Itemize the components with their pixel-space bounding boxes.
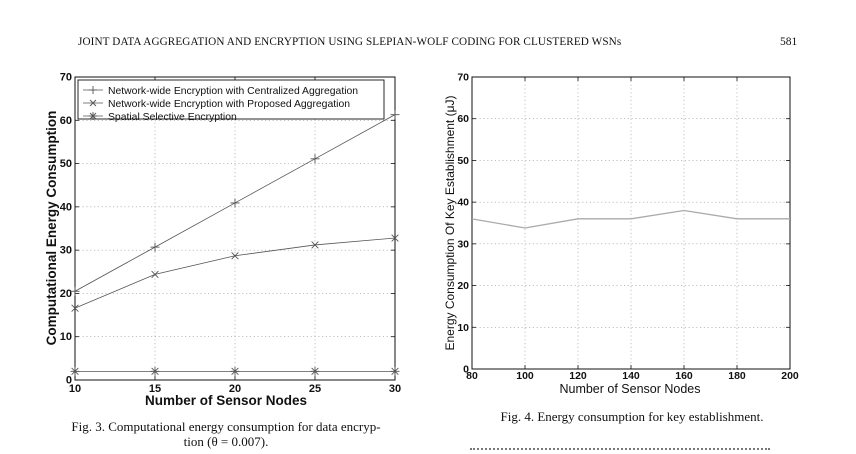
data-point-series-3 bbox=[150, 366, 160, 376]
x-tick-label: 25 bbox=[309, 383, 321, 395]
y-tick-label: 50 bbox=[457, 155, 469, 167]
y-axis-label: Computational Energy Consumption bbox=[44, 111, 59, 346]
y-tick-label: 70 bbox=[60, 72, 72, 84]
x-tick-label: 180 bbox=[728, 370, 746, 382]
y-tick-label: 70 bbox=[457, 72, 469, 84]
caption-line-1: Fig. 3. Computational energy consumption… bbox=[71, 419, 381, 434]
data-point-series-1 bbox=[70, 286, 80, 296]
legend-box bbox=[77, 79, 385, 120]
data-point-series-2 bbox=[231, 252, 239, 260]
data-point-series-3 bbox=[230, 366, 240, 376]
figure-4-caption: Fig. 4. Energy consumption for key estab… bbox=[500, 409, 764, 424]
data-point-series-3 bbox=[390, 366, 400, 376]
y-tick-label: 0 bbox=[463, 364, 469, 376]
legend-label: Spatial Selective Encryption bbox=[108, 112, 237, 123]
legend-label: Network-wide Encryption with Centralized… bbox=[108, 86, 358, 97]
figure-3-caption: Fig. 3. Computational energy consumption… bbox=[40, 419, 412, 449]
marks bbox=[70, 110, 400, 376]
next-column-text-cutoff bbox=[470, 448, 770, 454]
legend-entry-1: Network-wide Encryption with Centralized… bbox=[83, 86, 358, 97]
data-point-series-1 bbox=[390, 110, 400, 120]
x-tick-label: 15 bbox=[149, 383, 161, 395]
figure-4-chart: 80 100 120 140 160 180 200 0 10 20 30 40 50 60 70 Numb… bbox=[443, 72, 799, 397]
y-tick-label: 10 bbox=[60, 331, 72, 343]
ticks: 80 100 120 140 160 180 200 0 10 20 30 40 50 60 70 bbox=[457, 72, 799, 383]
data-point-series-2 bbox=[311, 241, 319, 249]
y-tick-label: 20 bbox=[457, 280, 469, 292]
y-tick-label: 60 bbox=[60, 115, 72, 127]
marks bbox=[471, 209, 790, 229]
x-tick-label: 30 bbox=[389, 383, 401, 395]
y-tick-label: 10 bbox=[457, 322, 469, 334]
data-point-series-2 bbox=[151, 270, 159, 279]
grid bbox=[471, 76, 791, 370]
series-line-1 bbox=[471, 209, 790, 229]
legend-marker bbox=[89, 112, 97, 120]
y-tick-label: 60 bbox=[457, 113, 469, 125]
x-tick-label: 80 bbox=[466, 370, 478, 382]
y-tick-label: 30 bbox=[457, 238, 469, 250]
data-point-series-3 bbox=[310, 366, 320, 376]
y-tick-label: 0 bbox=[66, 375, 72, 387]
data-point-series-2 bbox=[71, 304, 79, 312]
y-tick-label: 20 bbox=[60, 288, 72, 300]
x-tick-label: 20 bbox=[229, 383, 241, 395]
y-tick-label: 40 bbox=[457, 197, 469, 209]
legend-marker bbox=[89, 99, 97, 107]
data-point-series-1 bbox=[310, 154, 320, 164]
x-tick-label: 100 bbox=[516, 370, 534, 382]
legend-label: Network-wide Encryption with Proposed Ag… bbox=[108, 99, 350, 110]
x-axis-label: Number of Sensor Nodes bbox=[145, 393, 307, 408]
y-axis-label: Energy Consumption Of Key Establishment … bbox=[443, 95, 457, 350]
legend-entry-2: Network-wide Encryption with Proposed Ag… bbox=[83, 99, 350, 110]
x-axis-label: Number of Sensor Nodes bbox=[559, 382, 700, 396]
y-tick-label: 30 bbox=[60, 245, 72, 257]
x-tick-label: 120 bbox=[569, 370, 587, 382]
data-point-series-2 bbox=[391, 234, 399, 242]
running-head: JOINT DATA AGGREGATION AND ENCRYPTION US… bbox=[78, 36, 622, 48]
legend: Network-wide Encryption with Centralized… bbox=[77, 79, 385, 123]
data-point-series-1 bbox=[150, 242, 160, 252]
y-tick-label: 50 bbox=[60, 158, 72, 170]
y-tick-label: 40 bbox=[60, 201, 72, 213]
data-point-series-1 bbox=[230, 198, 240, 208]
caption-line-2: tion (θ = 0.007). bbox=[183, 434, 269, 449]
x-tick-label: 140 bbox=[622, 370, 640, 382]
x-tick-label: 160 bbox=[675, 370, 693, 382]
page-number: 581 bbox=[780, 36, 798, 48]
legend-entry-3: Spatial Selective Encryption bbox=[83, 112, 237, 123]
legend-marker bbox=[89, 86, 97, 94]
x-tick-label: 10 bbox=[69, 383, 81, 395]
data-point-series-3 bbox=[70, 366, 80, 376]
x-tick-label: 200 bbox=[781, 370, 799, 382]
